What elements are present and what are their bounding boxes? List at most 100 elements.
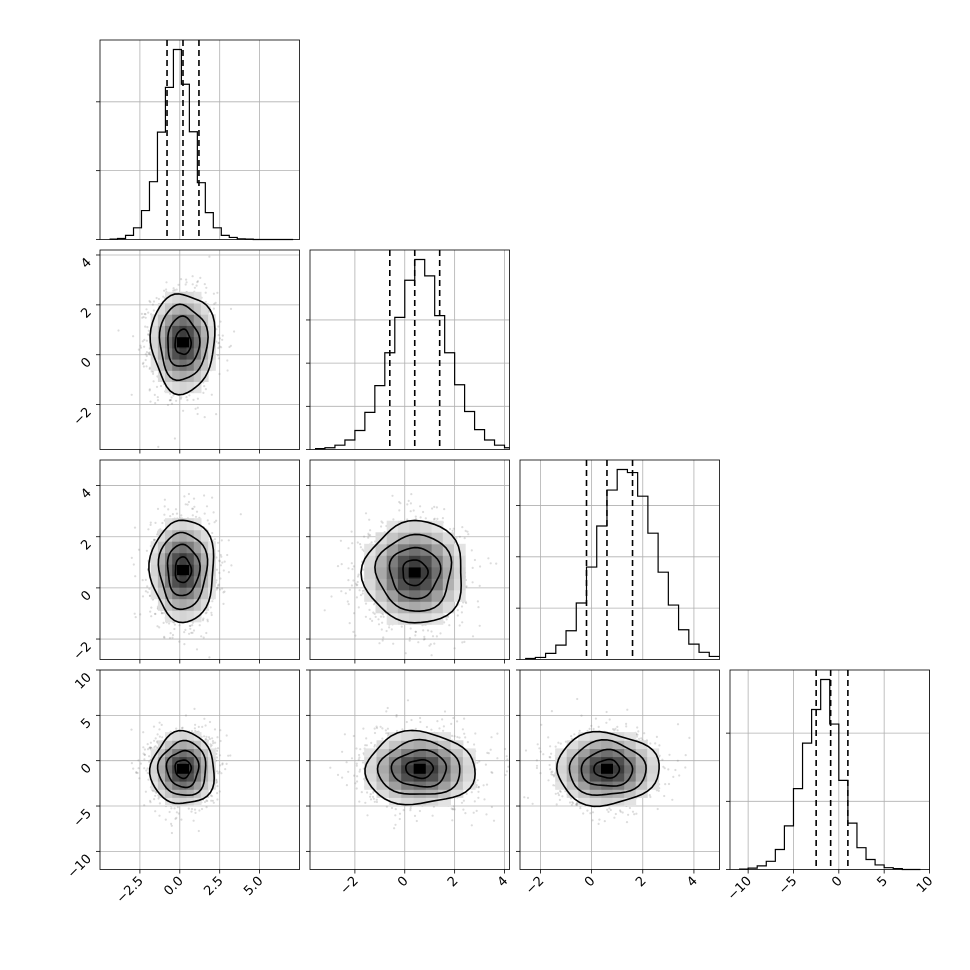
scatter-point <box>149 610 152 613</box>
scatter-point <box>170 402 174 405</box>
scatter-point <box>192 497 196 500</box>
scatter-point <box>435 635 438 638</box>
scatter-point <box>208 656 211 659</box>
scatter-point <box>217 357 220 360</box>
density-cell <box>420 555 432 568</box>
scatter-point <box>382 615 385 618</box>
density-cell <box>200 336 209 349</box>
scatter-point <box>215 328 218 331</box>
scatter-point <box>185 281 188 284</box>
contour-level-1 <box>388 546 442 600</box>
scatter-point <box>194 729 197 733</box>
scatter-point <box>409 502 412 505</box>
density-cell <box>375 555 388 568</box>
scatter-point <box>156 396 159 399</box>
density-cell <box>179 518 188 531</box>
scatter-point <box>132 563 135 566</box>
scatter-point <box>150 615 153 618</box>
scatter-point <box>239 513 242 516</box>
scatter-point <box>148 347 151 350</box>
scatter-point <box>217 583 220 586</box>
scatter-point <box>380 520 383 523</box>
scatter-point <box>215 413 218 416</box>
scatter-point <box>215 556 218 559</box>
scatter-point <box>390 628 393 631</box>
scatter-point <box>406 518 409 521</box>
scatter-point <box>220 555 223 558</box>
density-cell <box>179 381 188 394</box>
density-cell <box>150 541 159 554</box>
scatter-point <box>180 514 183 517</box>
density-cell <box>157 587 166 600</box>
axes-frame <box>519 459 720 660</box>
scatter-point <box>183 631 186 634</box>
density-cell <box>157 336 166 349</box>
scatter-point <box>408 639 411 642</box>
scatter-point <box>211 600 214 603</box>
scatter-point <box>144 590 147 593</box>
scatter-point <box>471 635 475 638</box>
density-cell <box>186 518 195 531</box>
scatter-point <box>470 549 473 552</box>
scatter-point <box>178 624 181 627</box>
scatter-point <box>156 399 160 402</box>
scatter-point <box>212 307 215 310</box>
scatter-point <box>193 505 196 508</box>
scatter-point <box>381 613 384 616</box>
scatter-point <box>170 396 173 399</box>
scatter-point <box>391 494 394 497</box>
density-cell <box>186 359 195 371</box>
scatter-point <box>148 351 151 354</box>
scatter-point <box>175 816 178 820</box>
scatter-point <box>154 810 157 813</box>
density-cell <box>200 359 209 371</box>
scatter-point <box>153 393 156 396</box>
scatter-point <box>477 606 480 609</box>
scatter-point <box>414 515 417 518</box>
scatter-point <box>200 635 203 638</box>
scatter-point <box>357 606 360 609</box>
density-cell <box>420 612 432 625</box>
density-cell <box>193 359 202 371</box>
density-cell <box>157 529 166 542</box>
density-cell <box>364 578 376 591</box>
scatter-point <box>382 636 385 639</box>
density-cell <box>165 598 173 611</box>
scatter-point <box>350 562 353 565</box>
scatter-point <box>145 354 148 358</box>
scatter-point <box>466 530 469 533</box>
density-cell <box>420 520 432 533</box>
scatter-point <box>233 330 236 333</box>
density-cell <box>409 520 421 533</box>
density-cell <box>165 381 173 394</box>
density-cell <box>409 589 421 602</box>
scatter-point <box>139 762 142 765</box>
scatter-point <box>154 521 157 525</box>
scatter-point <box>350 530 353 533</box>
density-cell <box>431 566 444 579</box>
scatter-point <box>456 609 459 612</box>
scatter-point <box>205 286 208 289</box>
histogram-series-2 <box>525 468 720 660</box>
scatter-point <box>460 611 463 614</box>
scatter-point <box>361 589 364 593</box>
scatter-point <box>171 636 174 639</box>
density-cell <box>208 541 216 554</box>
scatter-point <box>210 613 213 617</box>
density-cell <box>179 552 188 565</box>
scatter-point <box>152 370 155 373</box>
scatter-point <box>163 289 166 292</box>
axes-frame <box>309 249 510 450</box>
axes-frame <box>99 249 300 450</box>
scatter-point <box>169 515 172 518</box>
scatter-point <box>487 557 490 560</box>
density-cell <box>431 543 444 556</box>
scatter-point <box>209 606 212 609</box>
scatter-point <box>168 622 171 625</box>
scatter-point <box>163 505 166 508</box>
scatter-point <box>217 342 220 345</box>
density-cell <box>193 314 202 326</box>
scatter-point <box>414 634 417 637</box>
density-cell <box>179 314 188 326</box>
scatter-point <box>218 571 221 575</box>
